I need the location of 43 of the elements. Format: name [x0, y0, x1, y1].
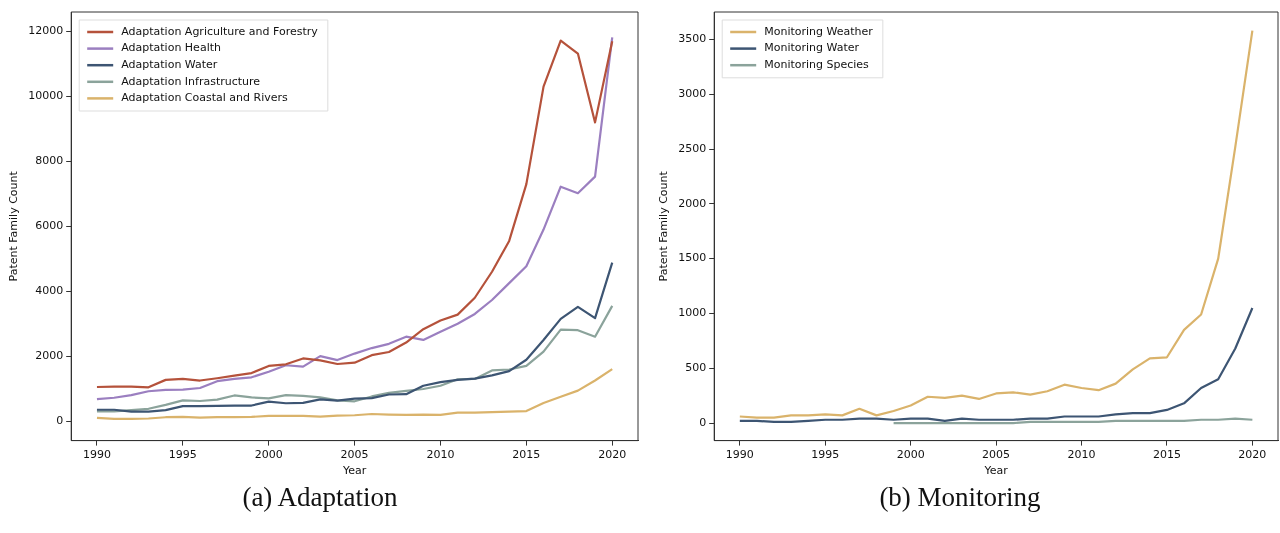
y-tick-label: 4000: [35, 284, 64, 298]
legend-label: Adaptation Agriculture and Forestry: [121, 24, 319, 38]
y-tick-label: 1500: [678, 251, 707, 265]
x-tick-label: 2020: [1238, 448, 1267, 462]
y-axis-title: Patent Family Count: [657, 170, 671, 282]
y-tick-label: 2000: [678, 196, 707, 210]
legend-label: Monitoring Water: [764, 41, 860, 55]
text: (a) Adaptation: [241, 482, 399, 513]
legend-label: Monitoring Weather: [764, 24, 874, 38]
x-tick-label: 2010: [426, 448, 455, 462]
x-tick-label: 2010: [1067, 448, 1096, 462]
y-tick-label: 3000: [678, 87, 707, 101]
x-tick-label: 2020: [598, 448, 627, 462]
y-tick-label: 0: [56, 413, 64, 427]
x-tick-label: 2000: [254, 448, 283, 462]
x-axis-title: Year: [983, 464, 1009, 478]
x-tick-label: 2005: [982, 448, 1011, 462]
x-axis-title: Year: [341, 464, 367, 478]
legend-label: Adaptation Water: [121, 58, 218, 72]
x-tick-label: 2000: [896, 448, 925, 462]
x-tick-label: 1995: [168, 448, 197, 462]
y-tick-label: 2000: [35, 349, 64, 363]
x-tick-label: 2005: [340, 448, 369, 462]
legend-label: Adaptation Coastal and Rivers: [121, 91, 289, 105]
y-tick-label: 500: [685, 361, 707, 375]
legend-label: Adaptation Health: [121, 41, 221, 55]
y-axis-title: Patent Family Count: [7, 170, 21, 282]
y-tick-label: 12000: [28, 24, 64, 38]
legend-label: Monitoring Species: [764, 58, 870, 72]
x-tick-label: 1990: [82, 448, 111, 462]
x-tick-label: 2015: [512, 448, 541, 462]
x-tick-label: 1995: [811, 448, 840, 462]
text: (b) Monitoring: [878, 482, 1042, 513]
x-tick-label: 1990: [725, 448, 754, 462]
y-tick-label: 1000: [678, 306, 707, 320]
y-tick-label: 10000: [28, 89, 64, 103]
y-tick-label: 8000: [35, 154, 64, 168]
y-tick-label: 0: [699, 415, 707, 429]
y-tick-label: 6000: [35, 219, 64, 233]
x-tick-label: 2015: [1152, 448, 1181, 462]
legend-label: Adaptation Infrastructure: [121, 74, 261, 88]
y-tick-label: 3500: [678, 32, 707, 46]
y-tick-label: 2500: [678, 141, 707, 155]
